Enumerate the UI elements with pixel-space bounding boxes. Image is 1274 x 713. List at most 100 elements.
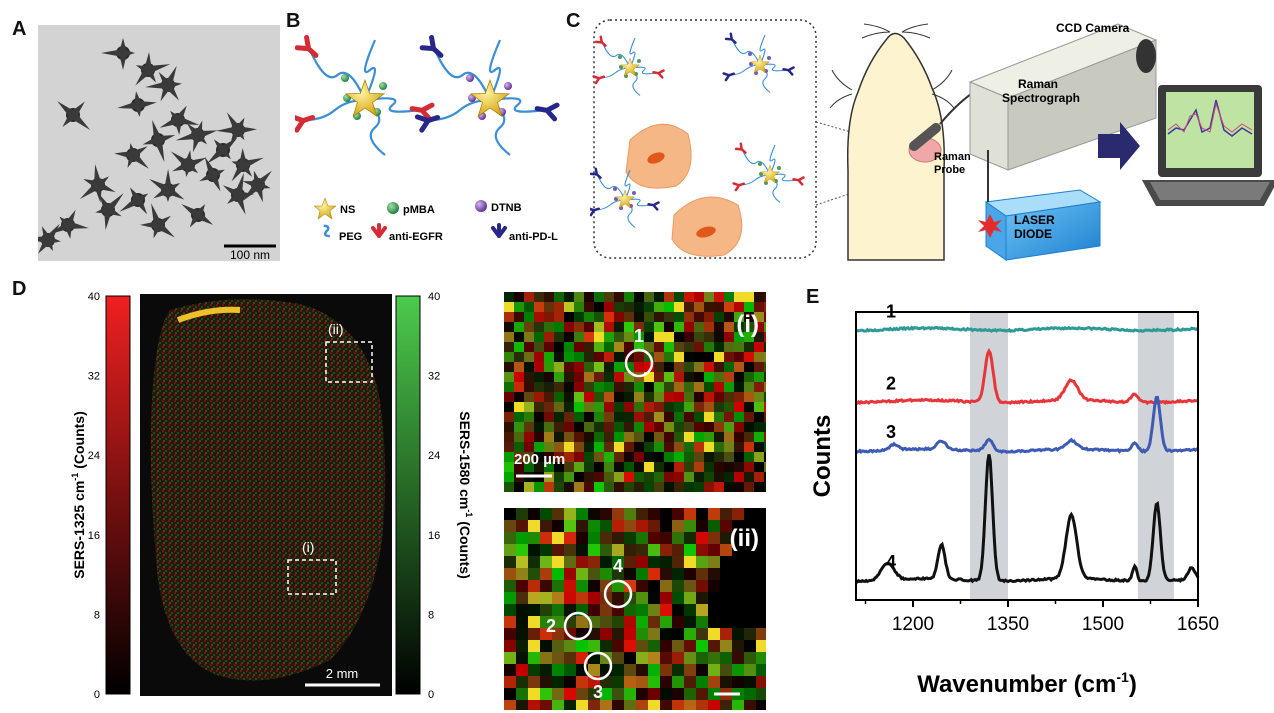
nanostar (148, 169, 185, 202)
nanostar (145, 65, 182, 102)
panel-c-setup-diagram: Raman Probe Raman Spectrograph CCD Camer… (590, 19, 1274, 261)
series-line-3 (855, 395, 1199, 455)
svg-text:CCD Camera: CCD Camera (1056, 21, 1130, 35)
point-1-marker (624, 348, 654, 378)
legend-peg-label: PEG (339, 231, 362, 243)
colorbar-1580-tick-label: 24 (428, 450, 440, 462)
svg-text:DIODE: DIODE (1014, 227, 1052, 241)
panel-letter-e: E (806, 286, 820, 308)
mouse-illustration (829, 23, 955, 261)
x-tick-label: 1200 (892, 614, 934, 635)
laser-burst-icon (978, 214, 1002, 238)
nanostar (79, 164, 116, 203)
nanostar (181, 204, 214, 228)
colorbar-1325-ticks: 0 8 16 24 32 40 (88, 291, 100, 701)
panel-letter-c: C (566, 10, 581, 32)
inset-i-label: (i) (736, 311, 759, 338)
mini-nanoprobe (732, 142, 805, 203)
nanostar (135, 52, 171, 86)
legend-pmba-label: pMBA (403, 204, 435, 216)
colorbar-1580-label: SERS-1580 cm-1 (Counts) (457, 411, 474, 579)
plot-frame (855, 311, 1199, 601)
svg-text:Raman: Raman (934, 151, 971, 163)
inset-i-scalebar-label: 200 µm (514, 451, 565, 468)
roi-ii-box (325, 341, 373, 383)
cell-2 (671, 196, 743, 257)
colorbar-1325 (105, 295, 131, 695)
laptop-icon (1142, 85, 1274, 206)
ns-icon (313, 197, 337, 220)
nanostar (95, 193, 124, 230)
roi-i-label: (i) (302, 539, 314, 555)
svg-text:Probe: Probe (934, 164, 965, 176)
nanostar (170, 150, 207, 177)
series-label-4: 4 (886, 552, 896, 572)
inset-ii-label: (ii) (730, 525, 759, 552)
nanostar (57, 101, 91, 131)
nanostar (38, 223, 61, 254)
nanostar (242, 170, 272, 203)
anti-pdl-icon (491, 223, 507, 238)
nanostar (199, 156, 225, 192)
nanostar (216, 112, 257, 146)
nanostar (117, 91, 157, 117)
point-3-label: 3 (593, 682, 603, 702)
laser-diode: LASER DIODE (978, 150, 1102, 261)
arrow-right-icon (1098, 122, 1140, 170)
svg-text:LASER: LASER (1014, 213, 1055, 227)
colorbar-1580-ticks: 0 8 16 24 32 40 (428, 291, 440, 701)
panel-letter-b: B (286, 10, 301, 32)
colorbar-1325-tick-label: 32 (88, 371, 100, 383)
nanostar (114, 143, 149, 169)
x-axis-label: Wavenumber (cm-1) (917, 669, 1137, 698)
nanostar (159, 105, 200, 135)
point-3-marker (583, 651, 613, 681)
legend-egfr-label: anti-EGFR (389, 231, 443, 243)
mini-nanoprobe (592, 35, 665, 96)
point-1-label: 1 (634, 326, 644, 346)
pmba-icon (387, 202, 399, 214)
inset-ii-image: (ii) 4 2 3 (504, 508, 766, 710)
colorbar-1580-tick-label: 40 (428, 291, 440, 303)
colorbar-1580 (395, 295, 421, 695)
anti-egfr-icon (371, 223, 387, 238)
series-label-2: 2 (886, 373, 896, 393)
svg-text:Spectrograph: Spectrograph (1002, 91, 1080, 105)
roi-i-box (287, 559, 337, 595)
nanostar (175, 120, 218, 153)
inset-i-image: (i) 1 200 µm (504, 292, 766, 492)
svg-text:Raman: Raman (1018, 77, 1058, 91)
point-2-label: 2 (546, 616, 556, 636)
mini-nanoprobe (722, 32, 795, 93)
legend: NS pMBA DTNB PEG anti-EGFR anti-PD-L (313, 197, 558, 243)
colorbar-1325-tick-label: 0 (94, 689, 100, 701)
colorbar-1325-tick-label: 16 (88, 530, 100, 542)
legend-pdl-label: anti-PD-L (509, 231, 558, 243)
egfr-nanoprobe (295, 34, 435, 156)
nanostar (207, 137, 238, 164)
pdl-nanoprobe (414, 34, 560, 156)
point-4-marker (603, 579, 633, 609)
nanostar (101, 38, 135, 70)
legend-dtnb-label: DTNB (491, 202, 522, 214)
ccd-camera: CCD Camera (1056, 21, 1156, 73)
colorbar-1325-tick-label: 40 (88, 291, 100, 303)
cell-binding-inset (593, 19, 817, 259)
highlight-band (1137, 312, 1174, 600)
x-tick-label: 1650 (1177, 614, 1219, 635)
peg-icon (323, 224, 330, 238)
scalebar-label: 100 nm (230, 248, 270, 261)
series-line-2 (854, 348, 1199, 406)
colorbar-1580-tick-label: 16 (428, 530, 440, 542)
nanostar (231, 148, 264, 182)
colorbar-1325-tick-label: 8 (94, 609, 100, 621)
dtnb-icon (475, 200, 487, 212)
panel-a-tem-image: 100 nm (38, 25, 280, 261)
series-line-1 (855, 325, 1200, 333)
colorbar-1580-tick-label: 32 (428, 371, 440, 383)
colorbar-1580-tick-label: 8 (428, 609, 434, 621)
mini-nanoprobe (590, 167, 660, 228)
nanostar (119, 187, 149, 215)
